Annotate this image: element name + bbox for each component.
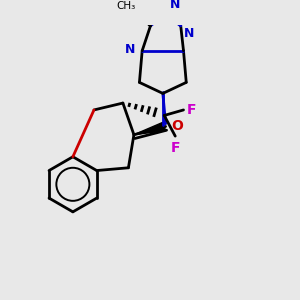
Text: N: N (170, 0, 180, 11)
Text: F: F (170, 141, 180, 155)
Text: F: F (187, 103, 196, 117)
Text: N: N (125, 43, 135, 56)
Text: CH₃: CH₃ (116, 1, 135, 11)
Text: N: N (184, 27, 194, 40)
Polygon shape (134, 122, 166, 135)
Text: O: O (172, 119, 184, 134)
